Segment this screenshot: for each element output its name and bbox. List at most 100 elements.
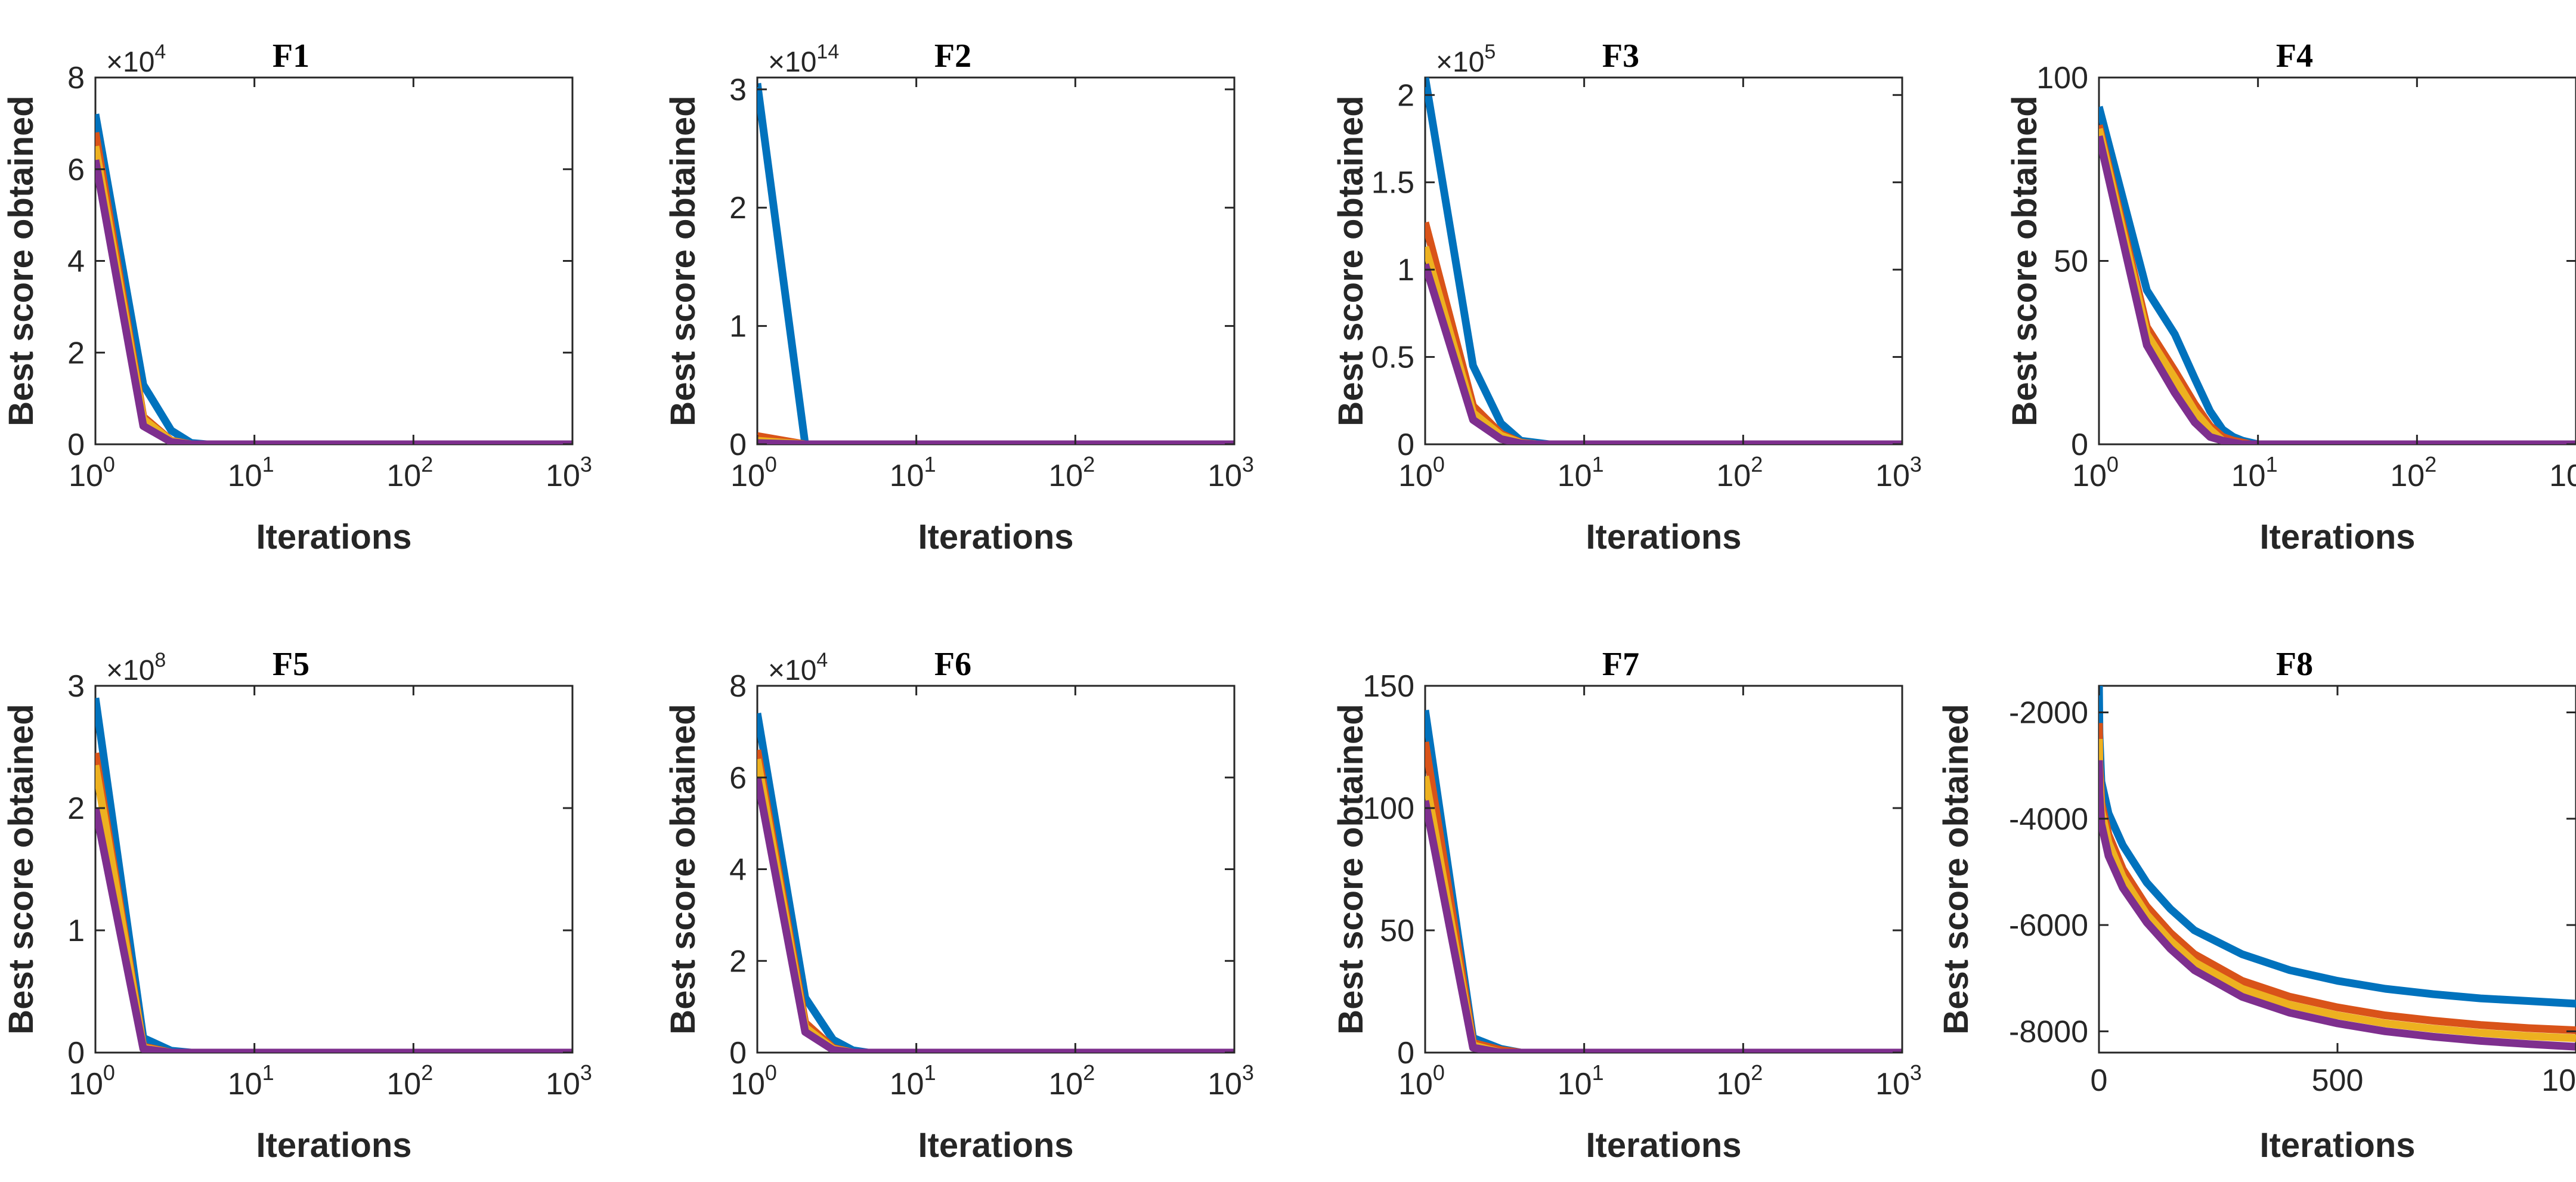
x-tick-label: 103 xyxy=(546,452,592,493)
y-axis-label: Best score obtained xyxy=(2,704,41,1034)
x-tick-exp: 1 xyxy=(1592,452,1604,476)
y-tick-label: 4 xyxy=(67,245,85,279)
x-tick-base: 10 xyxy=(1208,1067,1242,1101)
panel-title: F1 xyxy=(273,38,309,75)
x-tick-label: 100 xyxy=(69,1060,115,1101)
x-tick-exp: 0 xyxy=(765,452,777,476)
panel-title: F2 xyxy=(934,38,971,75)
x-tick-exp: 0 xyxy=(1433,1060,1445,1085)
series-line-4 xyxy=(1425,800,1902,1053)
y-tick-label: 2 xyxy=(729,944,747,979)
x-tick-exp: 2 xyxy=(1083,452,1095,476)
x-tick-base: 10 xyxy=(1398,459,1433,493)
y-tick-label: 3 xyxy=(729,73,747,107)
plot-area xyxy=(94,685,574,1054)
x-tick-base: 10 xyxy=(1048,1067,1083,1101)
x-tick-base: 10 xyxy=(546,1067,580,1101)
y-tick-label: 1.5 xyxy=(1371,166,1414,200)
x-tick-base: 10 xyxy=(1558,1067,1592,1101)
y-tick-label: 6 xyxy=(729,761,747,796)
x-tick-base: 10 xyxy=(2549,459,2576,493)
x-tick-base: 10 xyxy=(1048,459,1083,493)
y-tick-label: 100 xyxy=(2036,61,2088,95)
y-axis-label: Best score obtained xyxy=(1332,95,1370,426)
y-tick-label: 1 xyxy=(67,914,85,948)
y-tick-label: -6000 xyxy=(2009,908,2088,943)
chart-panel-4: 100101102103050100F4IterationsBest score… xyxy=(2005,38,2576,556)
y-tick-label: 2 xyxy=(729,191,747,225)
x-tick-label: 100 xyxy=(1398,1060,1445,1101)
y-tick-label: 2 xyxy=(1397,78,1414,113)
series-line-1 xyxy=(95,113,572,444)
x-tick-label: 103 xyxy=(1208,452,1254,493)
y-tick-label: 8 xyxy=(729,669,747,704)
x-tick-exp: 1 xyxy=(924,452,936,476)
series-line-4 xyxy=(757,439,1234,444)
x-tick-exp: 2 xyxy=(421,1060,433,1085)
x-tick-base: 10 xyxy=(730,1067,765,1101)
x-tick-exp: 1 xyxy=(262,452,274,476)
x-axis-label: Iterations xyxy=(1586,518,1741,556)
series-line-4 xyxy=(2099,135,2576,444)
x-tick-exp: 2 xyxy=(1083,1060,1095,1085)
panel-title: F8 xyxy=(2276,646,2313,683)
series-line-4 xyxy=(757,776,1234,1053)
x-tick-exp: 0 xyxy=(765,1060,777,1085)
y-tick-label: 0 xyxy=(729,428,747,462)
y-tick-label: 50 xyxy=(1380,914,1414,948)
panel-title: F7 xyxy=(1602,646,1639,683)
x-tick-base: 10 xyxy=(386,1067,421,1101)
y-multiplier-base: ×10 xyxy=(768,655,816,686)
x-tick-base: 10 xyxy=(1875,459,1910,493)
series-group xyxy=(95,113,572,444)
x-tick-label: 101 xyxy=(890,452,936,493)
x-tick-label: 103 xyxy=(546,1060,592,1101)
y-multiplier-exp: 8 xyxy=(154,649,166,672)
x-tick-base: 10 xyxy=(69,1067,103,1101)
x-tick-label: 102 xyxy=(386,452,433,493)
plot-area xyxy=(94,76,574,445)
x-axis-label: Iterations xyxy=(918,518,1073,556)
x-tick-base: 10 xyxy=(890,459,924,493)
x-tick-label: 103 xyxy=(1208,1060,1254,1101)
y-tick-label: 2 xyxy=(67,336,85,370)
y-tick-label: 0 xyxy=(2071,428,2088,462)
x-tick-base: 10 xyxy=(1558,459,1592,493)
x-tick-label: 102 xyxy=(386,1060,433,1101)
x-tick-label: 101 xyxy=(890,1060,936,1101)
x-tick-base: 10 xyxy=(1398,1067,1433,1101)
x-tick-exp: 1 xyxy=(924,1060,936,1085)
y-multiplier-label: ×108 xyxy=(106,649,166,686)
x-tick-label: 102 xyxy=(1716,1060,1763,1101)
plot-area xyxy=(2098,685,2576,1054)
plot-area xyxy=(1424,76,1903,445)
y-axis-label: Best score obtained xyxy=(2005,95,2044,426)
x-axis-label: Iterations xyxy=(1586,1126,1741,1165)
x-tick-label: 100 xyxy=(1398,452,1445,493)
plot-area xyxy=(756,76,1236,445)
x-tick-label: 102 xyxy=(1048,1060,1095,1101)
y-axis-label: Best score obtained xyxy=(1937,704,1976,1034)
x-tick-exp: 1 xyxy=(262,1060,274,1085)
x-tick-exp: 3 xyxy=(1910,1060,1922,1085)
series-line-4 xyxy=(95,159,572,444)
x-axis-label: Iterations xyxy=(256,1126,411,1165)
x-tick-exp: 0 xyxy=(103,452,115,476)
x-tick-base: 10 xyxy=(386,459,421,493)
series-group xyxy=(95,697,572,1053)
x-tick-label: 102 xyxy=(2390,452,2436,493)
x-tick-label: 101 xyxy=(1558,1060,1604,1101)
x-tick-base: 10 xyxy=(2231,459,2266,493)
series-group xyxy=(757,83,1234,444)
x-tick-label: 100 xyxy=(730,1060,777,1101)
x-tick-base: 10 xyxy=(1208,459,1242,493)
x-tick-label: 103 xyxy=(1875,1060,1922,1101)
y-tick-label: 1 xyxy=(729,310,747,344)
x-tick-label: 102 xyxy=(1716,452,1763,493)
